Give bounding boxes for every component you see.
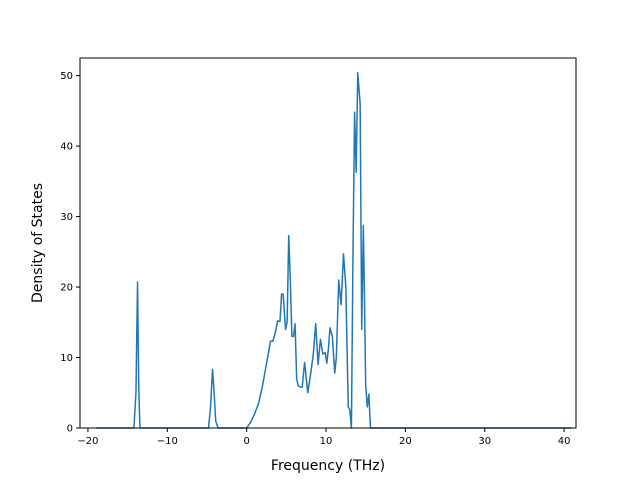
- x-tick-label: 40: [558, 436, 571, 447]
- x-axis-label: Frequency (THz): [271, 458, 385, 474]
- y-axis-label: Density of States: [30, 183, 46, 303]
- y-tick-label: 40: [60, 142, 73, 153]
- y-tick-label: 10: [60, 353, 73, 364]
- y-axis-ticks: 0 10 20 30 40 50: [60, 71, 80, 435]
- x-tick-label: 10: [320, 436, 333, 447]
- series-line: [95, 72, 573, 429]
- x-tick-label: −20: [77, 436, 98, 447]
- y-tick-label: 20: [60, 283, 73, 294]
- plot-frame: [79, 57, 577, 429]
- y-tick-label: 30: [60, 212, 73, 223]
- x-tick-label: 0: [243, 436, 249, 447]
- y-tick-label: 50: [60, 71, 73, 82]
- plot-background: [80, 58, 576, 428]
- x-tick-label: 30: [478, 436, 491, 447]
- y-tick-label: 0: [67, 424, 73, 435]
- x-tick-label: −10: [157, 436, 178, 447]
- x-axis-ticks: −20 −10 0 10 20 30 40: [77, 428, 570, 447]
- x-tick-label: 20: [399, 436, 412, 447]
